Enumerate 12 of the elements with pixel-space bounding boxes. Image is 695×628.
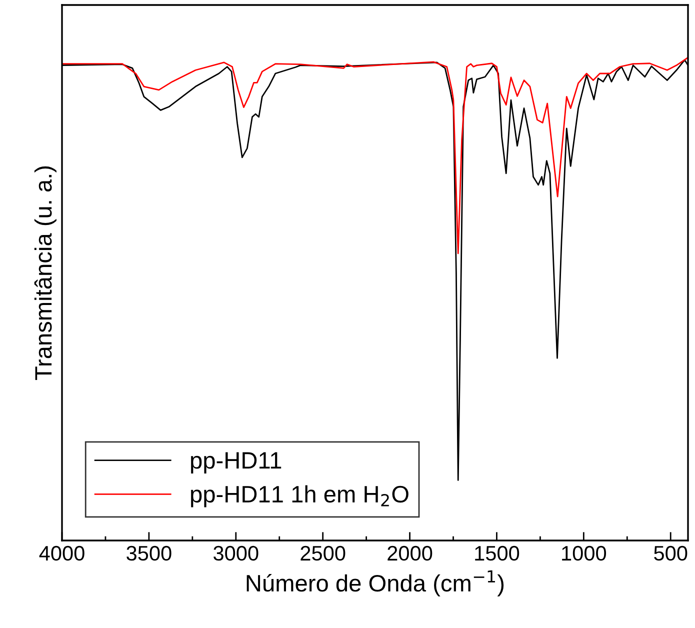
y-axis-title: Transmitância (u. a.) — [34, 166, 56, 380]
x-tick-label: 3500 — [126, 546, 172, 561]
x-tick-label: 500 — [654, 546, 688, 561]
legend-label: pp-HD11 — [191, 452, 282, 474]
x-tick-label: 4000 — [39, 546, 84, 561]
x-tick-label: 3000 — [214, 546, 258, 561]
x-tick-label: 1000 — [562, 546, 606, 561]
x-tick-label: 2000 — [388, 546, 432, 561]
x-tick-label: 1500 — [475, 546, 520, 561]
x-tick-label: 2500 — [300, 546, 346, 561]
legend-label: pp-HD11 1h em H$_{2}$O — [191, 485, 408, 508]
x-axis-title: Número de Onda (cm$^{−1}$) — [246, 570, 504, 596]
